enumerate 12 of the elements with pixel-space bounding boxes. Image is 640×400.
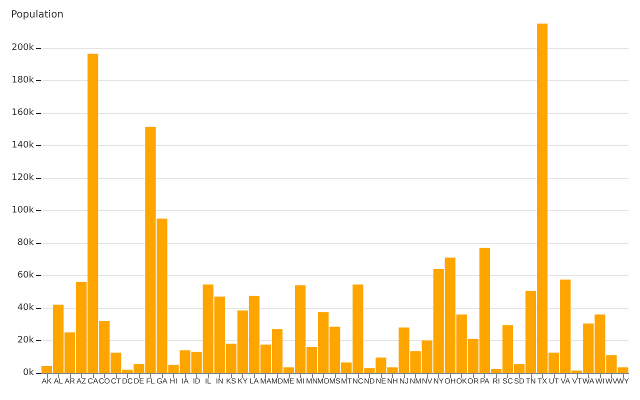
- y-tick-label: 140k: [12, 140, 35, 150]
- y-tick-label: 100k: [12, 206, 35, 216]
- y-axis-title: Population: [11, 10, 64, 20]
- y-tick-label: 160k: [12, 108, 35, 118]
- y-tick-label: 200k: [12, 43, 35, 53]
- y-tick-label: 0k: [23, 368, 35, 378]
- y-tick-label: 120k: [12, 173, 35, 183]
- y-tick-label: 20k: [17, 336, 35, 346]
- y-tick-label: 60k: [17, 270, 35, 280]
- y-tick-label: 40k: [17, 303, 35, 313]
- y-tick-label: 80k: [17, 238, 35, 248]
- y-tick-label: 180k: [12, 76, 35, 86]
